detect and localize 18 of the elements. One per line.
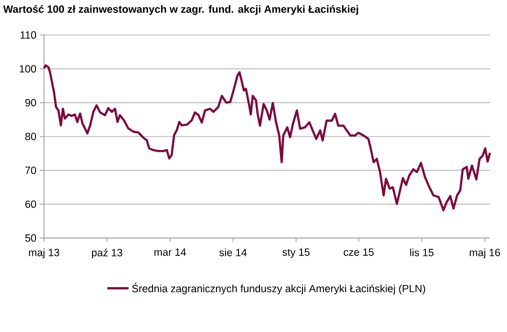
y-tick-label: 60 <box>25 200 36 208</box>
y-tick-label: 70 <box>25 166 36 174</box>
x-tick-label: sie 14 <box>219 248 247 256</box>
x-tick-label: maj 13 <box>28 248 60 258</box>
y-tick-label: 50 <box>25 234 36 242</box>
chart-title: Wartość 100 zł zainwestowanych w zagr. fund. akcji Ameryki Łacińskiej <box>3 5 358 15</box>
x-tick-label: paź 13 <box>92 248 122 258</box>
y-tick-label: 80 <box>25 132 36 140</box>
y-tick-label: 100 <box>20 65 36 73</box>
y-tick-label: 110 <box>20 31 36 39</box>
x-tick-label: lis 15 <box>410 248 434 256</box>
x-tick-label: sty 15 <box>282 248 310 258</box>
x-tick-label: mar 14 <box>154 248 186 256</box>
legend-label: Średnia zagranicznych funduszy akcji Ameryki Łacińskiej (PLN) <box>132 282 426 294</box>
y-tick-label: 90 <box>25 98 36 106</box>
x-tick-label: maj 16 <box>470 248 500 258</box>
line-series <box>42 64 492 212</box>
x-tick-label: cze 15 <box>344 248 374 256</box>
